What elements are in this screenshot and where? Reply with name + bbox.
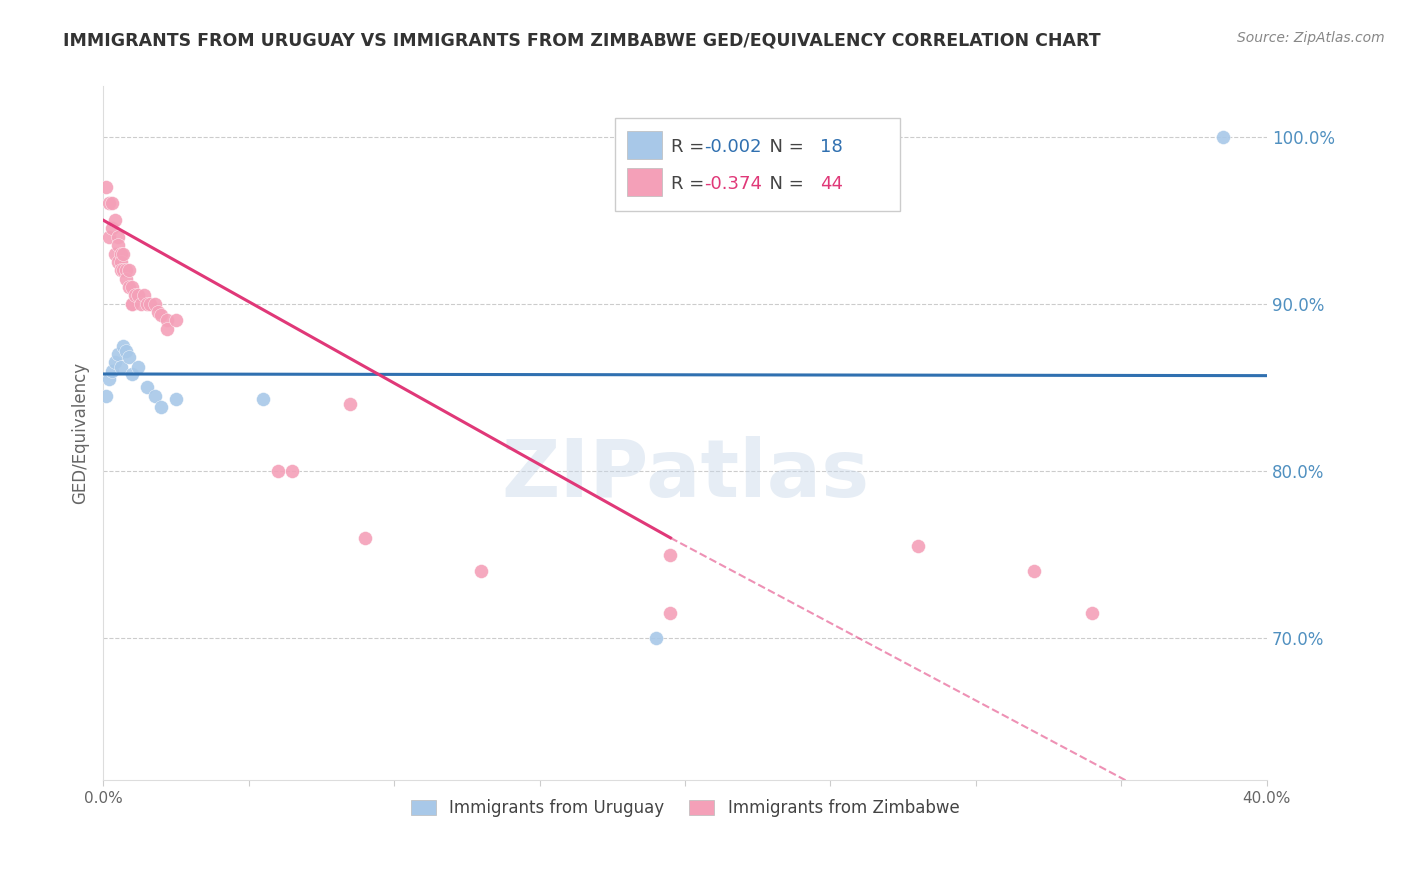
Point xyxy=(107,255,129,269)
Text: IMMIGRANTS FROM URUGUAY VS IMMIGRANTS FROM ZIMBABWE GED/EQUIVALENCY CORRELATION : IMMIGRANTS FROM URUGUAY VS IMMIGRANTS FR… xyxy=(63,31,1101,49)
Text: Source: ZipAtlas.com: Source: ZipAtlas.com xyxy=(1237,31,1385,45)
Point xyxy=(115,263,138,277)
Point xyxy=(281,464,304,478)
Point xyxy=(112,338,135,352)
Y-axis label: GED/Equivalency: GED/Equivalency xyxy=(72,362,89,504)
Point xyxy=(110,263,132,277)
Point xyxy=(150,309,173,323)
Point xyxy=(121,297,143,311)
Point xyxy=(110,360,132,375)
Point xyxy=(135,297,157,311)
Point xyxy=(104,246,127,260)
Point xyxy=(97,372,120,386)
Point xyxy=(121,297,143,311)
Point xyxy=(121,367,143,381)
Bar xyxy=(627,131,662,160)
Point xyxy=(121,280,143,294)
Point xyxy=(267,464,290,478)
Point xyxy=(659,548,682,562)
Point xyxy=(354,531,377,545)
Point xyxy=(112,246,135,260)
Point xyxy=(115,271,138,285)
Point xyxy=(107,230,129,244)
Text: R =: R = xyxy=(671,137,710,156)
Point xyxy=(97,196,120,211)
Point xyxy=(101,196,124,211)
Point xyxy=(470,564,492,578)
Point xyxy=(138,297,160,311)
Point xyxy=(112,263,135,277)
Point xyxy=(97,230,120,244)
Point xyxy=(339,397,361,411)
Point xyxy=(94,389,117,403)
Point xyxy=(129,297,152,311)
Text: N =: N = xyxy=(758,175,810,193)
Point xyxy=(145,297,167,311)
Point xyxy=(110,246,132,260)
Point xyxy=(1081,606,1104,620)
Point xyxy=(907,539,929,553)
Text: R =: R = xyxy=(671,175,710,193)
Point xyxy=(101,221,124,235)
Point xyxy=(156,322,179,336)
Point xyxy=(107,238,129,252)
Text: -0.374: -0.374 xyxy=(703,175,762,193)
Point xyxy=(124,288,146,302)
Point xyxy=(145,389,167,403)
Point xyxy=(659,606,682,620)
Point xyxy=(127,360,149,375)
Point xyxy=(118,280,141,294)
Point xyxy=(148,305,170,319)
Text: 44: 44 xyxy=(820,175,844,193)
Text: ZIPatlas: ZIPatlas xyxy=(501,436,869,514)
Point xyxy=(1024,564,1046,578)
Bar xyxy=(627,169,662,196)
Legend: Immigrants from Uruguay, Immigrants from Zimbabwe: Immigrants from Uruguay, Immigrants from… xyxy=(404,793,966,824)
FancyBboxPatch shape xyxy=(616,118,900,211)
Point xyxy=(118,351,141,365)
Point xyxy=(1212,129,1234,144)
Point xyxy=(132,288,155,302)
Point xyxy=(104,213,127,227)
Point xyxy=(165,313,187,327)
Point xyxy=(165,392,187,406)
Point xyxy=(252,392,274,406)
Point xyxy=(101,363,124,377)
Text: N =: N = xyxy=(758,137,810,156)
Point xyxy=(135,380,157,394)
Point xyxy=(118,263,141,277)
Text: -0.002: -0.002 xyxy=(703,137,761,156)
Point xyxy=(150,401,173,415)
Point xyxy=(94,179,117,194)
Text: 18: 18 xyxy=(820,137,842,156)
Point xyxy=(156,313,179,327)
Point xyxy=(107,347,129,361)
Point xyxy=(115,343,138,358)
Point xyxy=(104,355,127,369)
Point xyxy=(645,631,668,645)
Point xyxy=(127,288,149,302)
Point xyxy=(110,255,132,269)
